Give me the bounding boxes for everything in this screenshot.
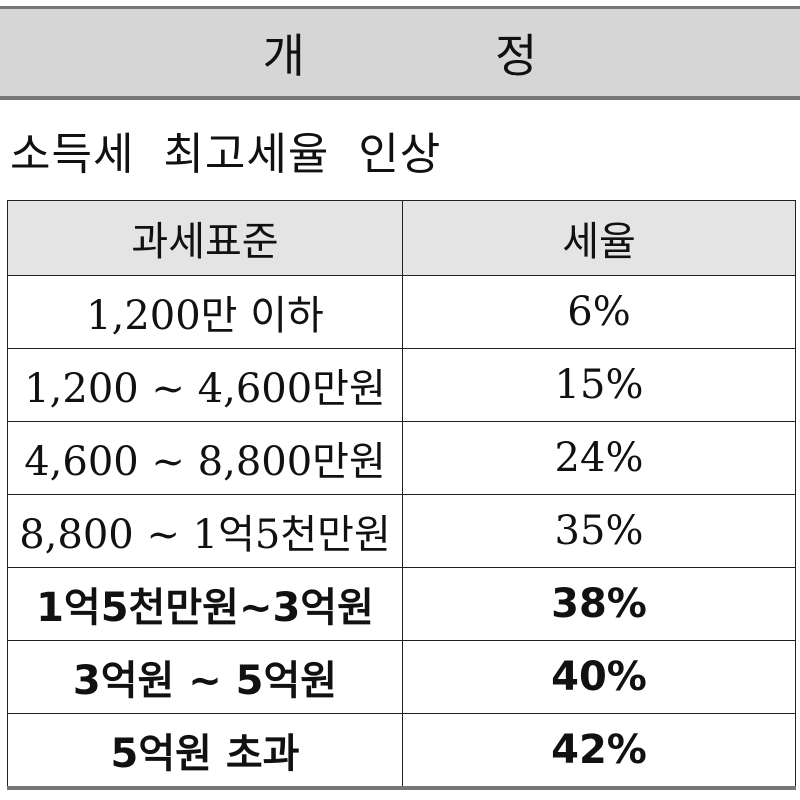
rate-cell: 42% — [402, 713, 796, 790]
rate-cell: 6% — [402, 275, 796, 349]
table-row-highlighted: 3억원 ~ 5억원 40% — [7, 640, 796, 714]
rate-cell: 35% — [402, 494, 796, 568]
table-row: 1,200만 이하 6% — [7, 275, 796, 349]
rate-cell: 15% — [402, 348, 796, 422]
column-header-bracket: 과세표준 — [7, 200, 403, 276]
bracket-cell: 1억5천만원~3억원 — [7, 567, 403, 641]
column-header-rate: 세율 — [402, 200, 796, 276]
bracket-cell: 4,600 ~ 8,800만원 — [7, 421, 403, 495]
rate-cell: 38% — [402, 567, 796, 641]
table-header-row: 과세표준 세율 — [7, 200, 796, 276]
bracket-cell: 1,200 ~ 4,600만원 — [7, 348, 403, 422]
bracket-cell: 8,800 ~ 1억5천만원 — [7, 494, 403, 568]
bracket-cell: 3억원 ~ 5억원 — [7, 640, 403, 714]
section-subtitle: 소득세 최고세율 인상 — [10, 129, 442, 180]
tax-rate-table: 과세표준 세율 1,200만 이하 6% 1,200 ~ 4,600만원 15%… — [7, 200, 796, 790]
table-row: 8,800 ~ 1억5천만원 35% — [7, 494, 796, 568]
bracket-cell: 5억원 초과 — [7, 713, 403, 790]
bracket-cell: 1,200만 이하 — [7, 275, 403, 349]
table-row: 4,600 ~ 8,800만원 24% — [7, 421, 796, 495]
rate-cell: 40% — [402, 640, 796, 714]
rate-cell: 24% — [402, 421, 796, 495]
table-row-highlighted: 5억원 초과 42% — [7, 713, 796, 790]
header-band: 개정 — [0, 6, 800, 100]
header-title: 개정 — [262, 28, 728, 83]
table-row-highlighted: 1억5천만원~3억원 38% — [7, 567, 796, 641]
table-row: 1,200 ~ 4,600만원 15% — [7, 348, 796, 422]
